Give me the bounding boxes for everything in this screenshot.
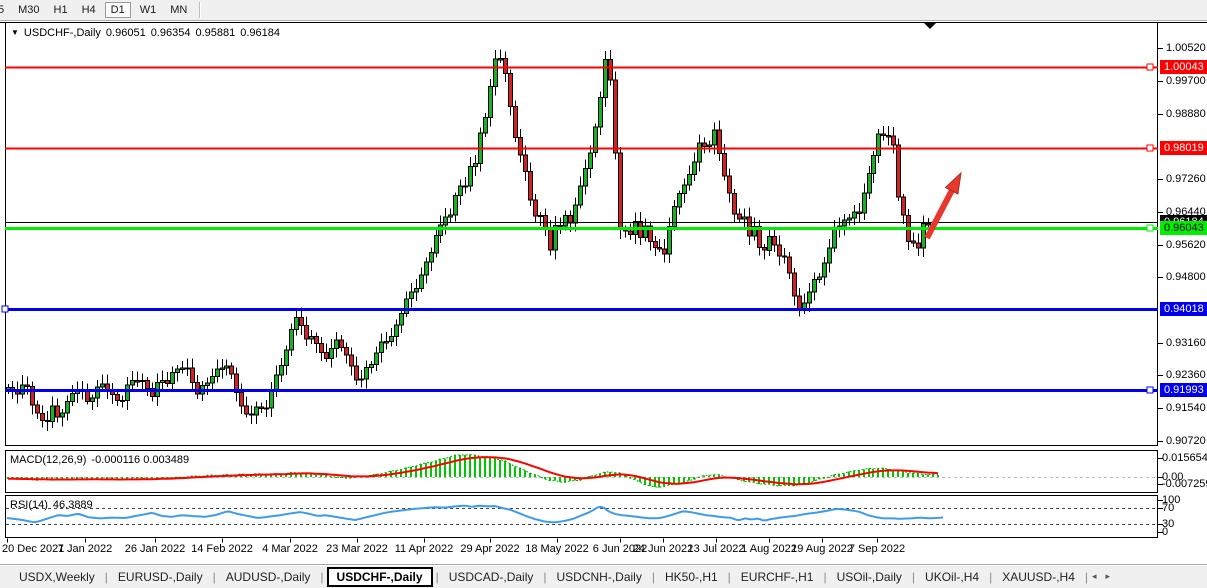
rsi-name: RSI(14) xyxy=(10,499,48,511)
tab-separator: | xyxy=(543,569,547,584)
macd-name: MACD(12,26,9) xyxy=(10,454,87,466)
chart-tab-hk50-h1[interactable]: HK50-,H1 xyxy=(664,569,718,584)
chart-tabs-bar: USDX,Weekly | EURUSD-,Daily | AUDUSD-,Daily |… xyxy=(0,564,1207,588)
ohlc-low: 0.95881 xyxy=(195,27,236,39)
chart-tab-eurusd-daily[interactable]: EURUSD-,Daily xyxy=(117,569,203,584)
chart-tab-eurchf-h1[interactable]: EURCHF-,H1 xyxy=(740,569,814,584)
chart-tab-usdcnh-daily[interactable]: USDCNH-,Daily xyxy=(556,569,642,584)
timeframe-button-h1[interactable]: H1 xyxy=(53,4,68,16)
tab-separator: | xyxy=(1084,569,1088,584)
line-drag-handle[interactable] xyxy=(1146,144,1154,152)
chart-symbol-period: USDCHF-,Daily xyxy=(23,27,101,39)
chart-tab-xauusd-h4[interactable]: XAUUSD-,H4 xyxy=(1002,569,1075,584)
tab-separator: | xyxy=(435,569,439,584)
toolbar-separator xyxy=(199,2,202,18)
rsi-indicator-title: RSI(14) 46.3889 xyxy=(10,499,93,511)
timeframe-button-w1[interactable]: W1 xyxy=(139,4,157,16)
ohlc-open: 0.96051 xyxy=(105,27,146,39)
symbol-dropdown-icon[interactable]: ▼ xyxy=(11,28,19,37)
trend-arrow[interactable] xyxy=(924,171,962,240)
timeframe-button-h4[interactable]: H4 xyxy=(81,4,96,16)
tab-separator: | xyxy=(823,569,827,584)
chart-tab-usdchf-daily[interactable]: USDCHF-,Daily xyxy=(326,566,433,587)
tab-separator: | xyxy=(212,569,216,584)
macd-signal-line xyxy=(7,456,939,486)
ohlc-close: 0.96184 xyxy=(240,27,280,39)
candles xyxy=(6,58,931,423)
timeframe-button-mn[interactable]: MN xyxy=(170,4,188,16)
line-drag-handle[interactable] xyxy=(1,305,9,313)
timeframe-button-d1[interactable]: D1 xyxy=(104,2,131,18)
tab-separator: | xyxy=(989,569,993,584)
tab-separator: | xyxy=(727,569,731,584)
line-drag-handle[interactable] xyxy=(1146,224,1154,232)
chart-tab-usoil-daily[interactable]: USOil-,Daily xyxy=(836,569,902,584)
tab-separator: | xyxy=(104,569,108,584)
chart-title: ▼ USDCHF-,Daily 0.96051 0.96354 0.95881 0.961… xyxy=(11,27,285,39)
timeframe-toolbar: 5 M30 H1 H4 D1 W1 MN xyxy=(0,0,1207,21)
rsi-line xyxy=(6,504,944,524)
timeframe-button-5[interactable]: 5 xyxy=(0,4,5,16)
chart-tab-usdcad-daily[interactable]: USDCAD-,Daily xyxy=(448,569,534,584)
chart-tab-audusd-daily[interactable]: AUDUSD-,Daily xyxy=(225,569,311,584)
timeframe-button-m30[interactable]: M30 xyxy=(18,4,40,16)
ohlc-high: 0.96354 xyxy=(150,27,191,39)
tab-separator: | xyxy=(320,569,324,584)
tab-separator: | xyxy=(911,569,916,584)
macd-values: -0.000116 0.003489 xyxy=(91,454,190,466)
line-drag-handle[interactable] xyxy=(1146,63,1154,71)
tab-separator: | xyxy=(651,569,655,584)
tab-scroll-arrows-icon[interactable]: ◂▸ xyxy=(1092,571,1120,581)
autoscroll-marker-icon xyxy=(924,23,936,29)
rsi-value: 46.3889 xyxy=(52,499,93,511)
candle-wicks xyxy=(8,49,929,431)
line-drag-handle[interactable] xyxy=(1146,386,1154,394)
macd-indicator-title: MACD(12,26,9) -0.000116 0.003489 xyxy=(10,454,189,466)
chart-tab-ukoil-h4[interactable]: UKOil-,H4 xyxy=(925,569,980,584)
panel-frames xyxy=(0,22,1207,543)
chart-tab-usdx-weekly[interactable]: USDX,Weekly xyxy=(19,569,95,584)
indicator-guide-lines xyxy=(6,477,1157,525)
